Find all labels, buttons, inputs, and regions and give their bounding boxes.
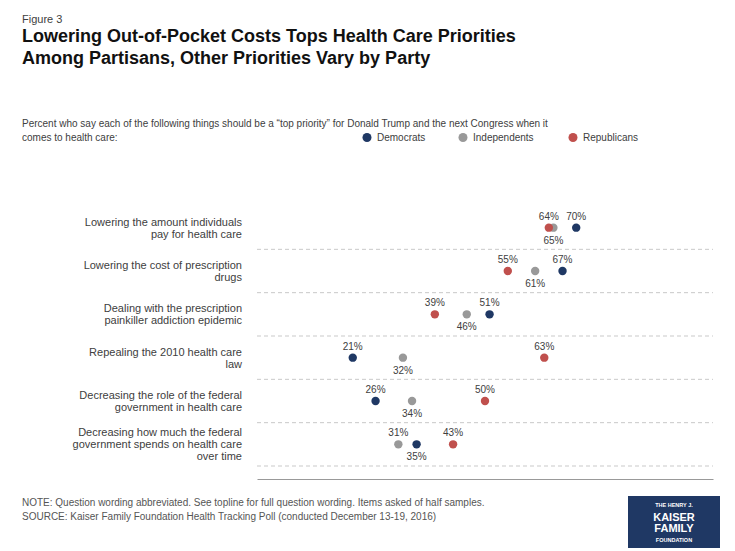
category-label-line: government spends on health care bbox=[73, 438, 242, 450]
logo-box bbox=[628, 496, 720, 548]
category-label-line: government in health care bbox=[115, 401, 242, 413]
data-label: 70% bbox=[566, 211, 586, 222]
legend-label: Republicans bbox=[583, 132, 638, 143]
legend-swatch bbox=[459, 133, 468, 142]
data-label: 51% bbox=[480, 297, 500, 308]
category-label: Dealing with the prescriptionpainkiller … bbox=[104, 302, 243, 326]
logo-text: FAMILY bbox=[654, 522, 694, 534]
dot bbox=[572, 223, 580, 231]
dot bbox=[545, 223, 553, 231]
category-label-line: Decreasing the role of the federal bbox=[79, 389, 242, 401]
data-label: 65% bbox=[543, 235, 563, 246]
row-separator bbox=[257, 336, 713, 337]
row-separator bbox=[257, 292, 713, 293]
legend-swatch bbox=[569, 133, 578, 142]
dot bbox=[558, 267, 566, 275]
figure-label: Figure 3 bbox=[22, 13, 62, 25]
dot bbox=[408, 397, 416, 405]
logo-text: FOUNDATION bbox=[656, 537, 692, 543]
data-label: 61% bbox=[525, 278, 545, 289]
chart: Figure 3Lowering Out-of-Pocket Costs Top… bbox=[0, 0, 735, 551]
note: NOTE: Question wording abbreviated. See … bbox=[22, 497, 484, 522]
data-labels: 70% 65% 64% 67% 61% 55% 51% 46% 39% 21% 32% 63% 26% 3… bbox=[343, 211, 587, 463]
category-label: Lowering the amount individualspay for h… bbox=[85, 216, 243, 240]
category-label-line: Dealing with the prescription bbox=[104, 302, 242, 314]
category-label-line: over time bbox=[197, 450, 242, 462]
data-label: 32% bbox=[393, 365, 413, 376]
legend-label: Democrats bbox=[377, 132, 425, 143]
dots bbox=[349, 223, 581, 448]
data-label: 26% bbox=[366, 384, 386, 395]
row-separator bbox=[257, 466, 713, 467]
subtitle-line: Percent who say each of the following th… bbox=[22, 118, 548, 129]
dot bbox=[394, 440, 402, 448]
title: Lowering Out-of-Pocket Costs Tops Health… bbox=[22, 26, 516, 68]
category-label-line: Repealing the 2010 health care bbox=[89, 346, 242, 358]
data-label: 63% bbox=[534, 341, 554, 352]
category-label: Decreasing the role of the federalgovern… bbox=[79, 389, 242, 413]
dot bbox=[485, 310, 493, 318]
data-label: 55% bbox=[498, 254, 518, 265]
data-label: 64% bbox=[539, 211, 559, 222]
x-axis-line bbox=[258, 479, 714, 480]
data-label: 43% bbox=[443, 427, 463, 438]
category-label-line: painkiller addiction epidemic bbox=[104, 314, 242, 326]
row-separator bbox=[257, 422, 713, 423]
dot bbox=[531, 267, 539, 275]
dot bbox=[481, 397, 489, 405]
logo-text: THE HENRY J. bbox=[655, 502, 693, 508]
dot bbox=[349, 353, 357, 361]
dot bbox=[463, 310, 471, 318]
data-label: 46% bbox=[457, 321, 477, 332]
dot bbox=[449, 440, 457, 448]
row-separator bbox=[257, 249, 713, 250]
logo-text: KAISER bbox=[653, 511, 695, 523]
title-line: Lowering Out-of-Pocket Costs Tops Health… bbox=[22, 26, 516, 46]
category-label: Decreasing how much the federalgovernmen… bbox=[73, 426, 242, 462]
dot bbox=[412, 440, 420, 448]
category-label-line: drugs bbox=[214, 271, 242, 283]
category-label-line: Decreasing how much the federal bbox=[78, 426, 242, 438]
category-label-line: pay for health care bbox=[151, 228, 242, 240]
data-label: 34% bbox=[402, 408, 422, 419]
legend-swatch bbox=[363, 133, 372, 142]
separators bbox=[257, 249, 713, 466]
category-label-line: Lowering the cost of prescription bbox=[84, 259, 242, 271]
subtitle: Percent who say each of the following th… bbox=[22, 118, 548, 143]
note-line: SOURCE: Kaiser Family Foundation Health … bbox=[22, 511, 436, 522]
data-label: 67% bbox=[553, 254, 573, 265]
x-axis bbox=[258, 479, 714, 480]
data-label: 35% bbox=[407, 451, 427, 462]
legend-label: Independents bbox=[473, 132, 534, 143]
row-separator bbox=[257, 379, 713, 380]
subtitle-line: comes to health care: bbox=[22, 132, 118, 143]
data-label: 39% bbox=[425, 297, 445, 308]
dot bbox=[431, 310, 439, 318]
category-label-line: law bbox=[225, 358, 242, 370]
data-label: 50% bbox=[475, 384, 495, 395]
figure-label-line: Figure 3 bbox=[22, 13, 62, 25]
category-label: Repealing the 2010 health carelaw bbox=[89, 346, 242, 370]
data-label: 31% bbox=[388, 427, 408, 438]
dot bbox=[371, 397, 379, 405]
category-label-line: Lowering the amount individuals bbox=[85, 216, 243, 228]
dot bbox=[540, 353, 548, 361]
note-line: NOTE: Question wording abbreviated. See … bbox=[22, 497, 484, 508]
title-line: Among Partisans, Other Priorities Vary b… bbox=[22, 48, 430, 68]
dot bbox=[399, 353, 407, 361]
data-label: 21% bbox=[343, 341, 363, 352]
category-label: Lowering the cost of prescriptiondrugs bbox=[84, 259, 243, 283]
dot bbox=[504, 267, 512, 275]
